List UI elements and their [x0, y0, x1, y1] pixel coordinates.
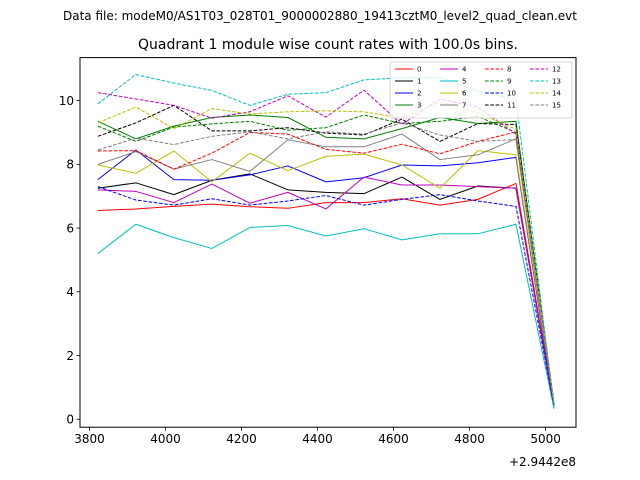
x-tick-label: 4600 [378, 432, 409, 446]
series-line-4 [97, 176, 555, 407]
legend-label: 1 [417, 78, 421, 86]
legend-label: 9 [507, 78, 511, 86]
legend-label: 15 [552, 102, 561, 110]
series-line-2 [97, 149, 555, 407]
figure-suptitle: Data file: modeM0/AS1T03_028T01_90000028… [63, 9, 577, 23]
y-tick-label: 10 [59, 94, 74, 108]
legend-label: 11 [507, 102, 516, 110]
legend-label: 2 [417, 90, 421, 98]
legend-label: 4 [462, 66, 467, 74]
y-tick-label: 0 [66, 413, 74, 427]
legend-label: 7 [462, 102, 466, 110]
legend-label: 6 [462, 90, 467, 98]
series-line-15 [97, 122, 555, 405]
legend-label: 14 [552, 90, 561, 98]
series-line-3 [97, 114, 555, 404]
legend-label: 13 [552, 78, 561, 86]
series-line-0 [97, 182, 555, 405]
legend-label: 10 [507, 90, 516, 98]
x-tick-label: 5000 [530, 432, 561, 446]
y-tick-label: 6 [66, 221, 74, 235]
x-tick-label: 4400 [302, 432, 333, 446]
series-line-12 [97, 89, 555, 405]
legend-label: 3 [417, 102, 421, 110]
legend-label: 12 [552, 66, 561, 74]
x-tick-label: 4200 [226, 432, 257, 446]
y-tick-label: 8 [66, 158, 74, 172]
y-tick-label: 4 [66, 285, 74, 299]
x-tick-label: 4800 [454, 432, 485, 446]
x-axis: 3800 4000 4200 4400 4600 4800 5000 [74, 427, 561, 446]
y-tick-label: 2 [66, 349, 74, 363]
series-line-6 [97, 150, 555, 404]
plot-frame [79, 57, 577, 428]
series-group [97, 73, 555, 409]
y-axis: 0 2 4 6 8 10 [59, 94, 80, 427]
chart-title: Quadrant 1 module wise count rates with … [138, 37, 518, 53]
x-tick-label: 4000 [150, 432, 181, 446]
legend-box [389, 61, 573, 119]
legend-label: 8 [507, 66, 511, 74]
x-offset-text: +2.9442e8 [509, 455, 576, 469]
legend-label: 0 [417, 66, 421, 74]
x-tick-label: 3800 [74, 432, 105, 446]
series-line-1 [97, 173, 555, 407]
series-line-5 [97, 223, 555, 409]
legend-label: 5 [462, 78, 466, 86]
